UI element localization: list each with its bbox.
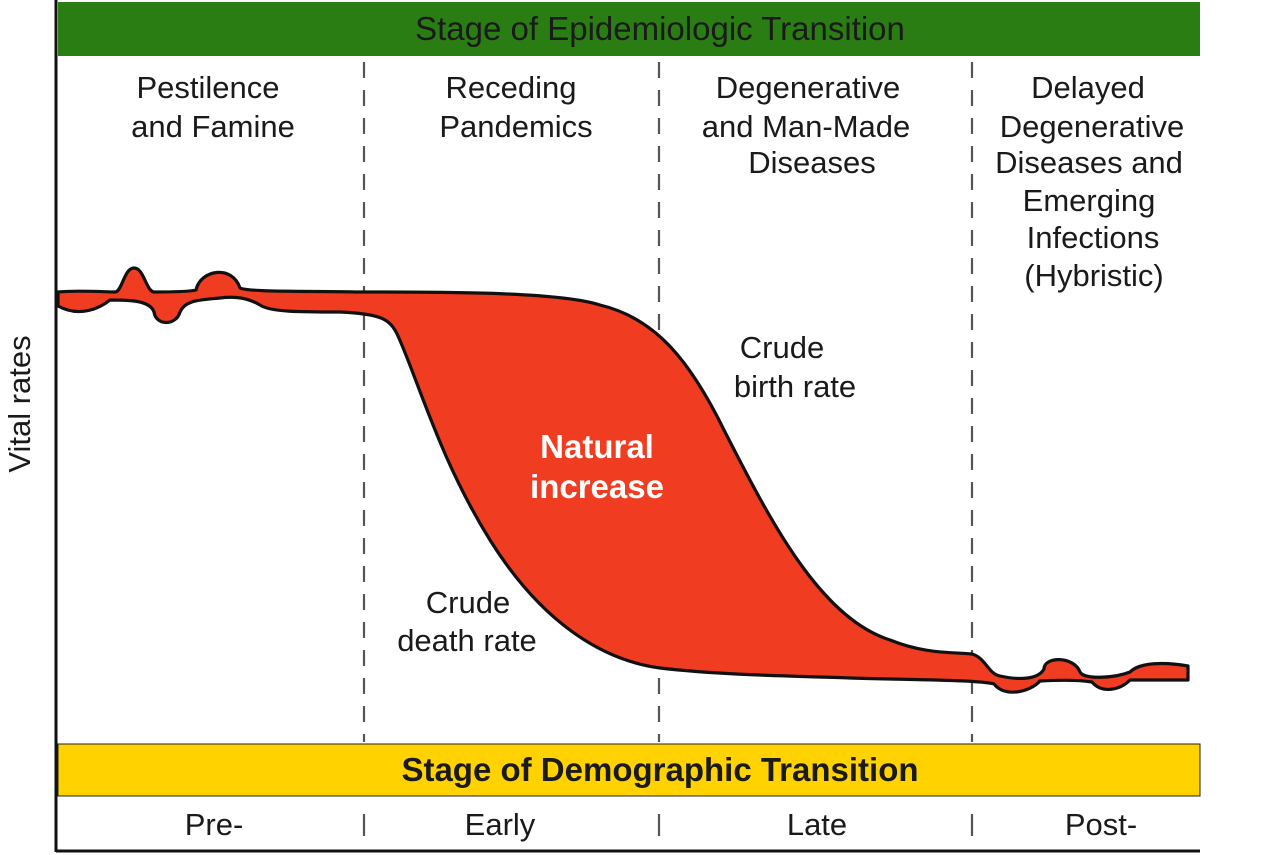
epi-stage-1-line-1: Pestilence [136,70,279,105]
epi-stage-4-line-6: (Hybristic) [1024,258,1164,293]
natural-increase-area [56,266,1190,694]
demo-stage-late: Late [787,807,847,842]
epi-stage-2-line-1: Receding [446,70,577,105]
epi-stage-2-line-2: Pandemics [439,109,592,144]
epidemiologic-banner [58,2,1200,56]
epi-stage-3-line-3: Diseases [748,145,876,180]
y-axis-label: Vital rates [2,335,37,472]
demo-stage-early: Early [465,807,536,842]
epidemiologic-banner-title: Stage of Epidemiologic Transition [415,10,905,47]
demographic-banner-title: Stage of Demographic Transition [401,751,918,788]
birth-rate-label-line-2: birth rate [734,369,856,404]
epi-stage-1-line-2: and Famine [131,109,295,144]
demo-stage-pre: Pre- [185,807,244,842]
epi-stage-4-line-3: Diseases and [995,145,1183,180]
demo-stage-post: Post- [1065,807,1137,842]
demographic-banner [57,743,1201,797]
natural-increase-label-line-2: increase [530,468,664,505]
epi-stage-3-line-2: and Man-Made [702,109,911,144]
death-rate-label-line-1: Crude [426,585,510,620]
birth-rate-label-line-1: Crude [740,330,824,365]
epi-stage-4-line-1: Delayed [1031,70,1145,105]
epi-stage-4-line-5: Infections [1027,220,1160,255]
epi-stage-3-line-1: Degenerative [716,70,900,105]
natural-increase-label-line-1: Natural [540,428,654,465]
epi-stage-4-line-2: Degenerative [1000,109,1184,144]
death-rate-label-line-2: death rate [397,623,537,658]
epi-stage-4-line-4: Emerging [1023,183,1156,218]
